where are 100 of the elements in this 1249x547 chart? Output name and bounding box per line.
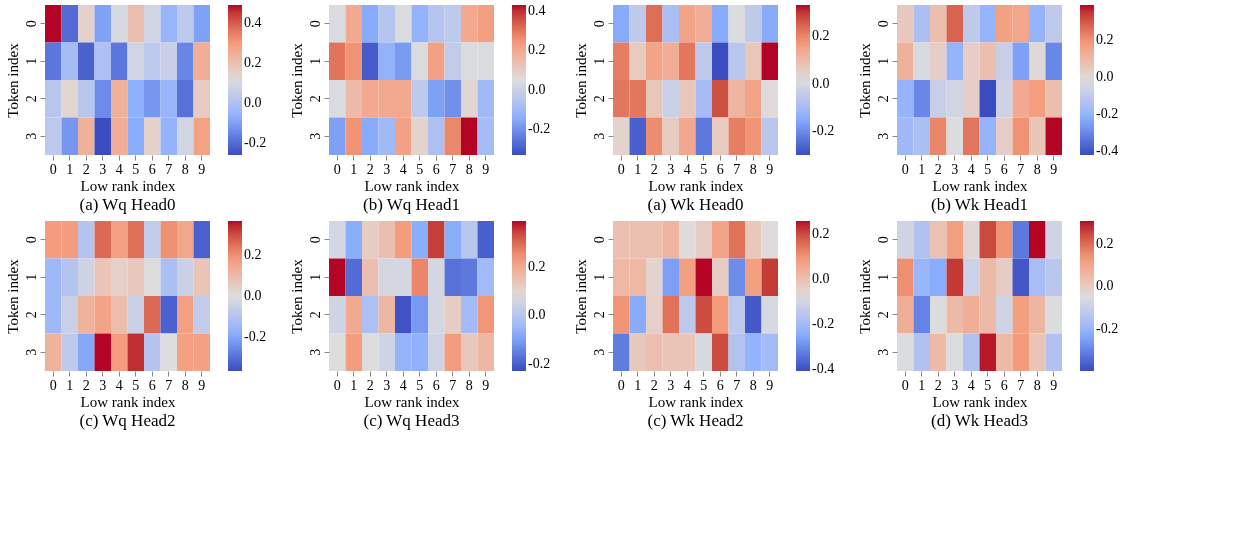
color-bar-label: -0.2 — [1096, 320, 1119, 336]
x-tick-label: 7 — [1017, 377, 1025, 393]
x-tick-label: 3 — [667, 161, 675, 177]
x-tick-label: 7 — [449, 161, 457, 177]
color-bar-label: 0.0 — [1096, 69, 1114, 85]
x-tick-label: 9 — [766, 377, 774, 393]
x-tick-label: 4 — [967, 377, 975, 393]
x-tick-label: 0 — [901, 377, 909, 393]
y-tick-label: 3 — [23, 132, 39, 140]
y-tick-label: 2 — [307, 95, 323, 103]
y-tick-label: 3 — [591, 132, 607, 140]
x-tick-label: 5 — [700, 377, 708, 393]
x-tick-label: 4 — [967, 161, 975, 177]
color-bar-label: 0.0 — [244, 95, 262, 110]
x-tick-label: 2 — [934, 161, 942, 177]
y-tick-label: 2 — [875, 311, 891, 319]
y-tick-label: 0 — [307, 20, 323, 28]
x-tick-label: 9 — [1050, 377, 1058, 393]
y-tick-label: 3 — [875, 348, 891, 356]
x-tick-label: 0 — [617, 377, 625, 393]
x-tick-label: 6 — [716, 377, 724, 393]
y-axis-title: Token index — [288, 258, 305, 334]
x-tick-label: 5 — [984, 377, 992, 393]
x-axis-title: Low rank index — [932, 177, 1028, 194]
x-tick-label: 8 — [749, 377, 757, 393]
x-tick-label: 1 — [350, 161, 358, 177]
color-bar-label: 0.0 — [812, 271, 830, 287]
x-tick-label: 2 — [82, 161, 90, 177]
y-tick-label: 1 — [307, 57, 323, 65]
x-axis-title: Low rank index — [364, 177, 460, 194]
x-tick-label: 3 — [99, 377, 107, 393]
x-tick-label: 0 — [333, 161, 341, 177]
x-tick-label: 5 — [984, 161, 992, 177]
x-tick-label: 8 — [1033, 377, 1041, 393]
y-tick-label: 3 — [591, 348, 607, 356]
x-axis-title: Low rank index — [80, 393, 176, 410]
color-bar-label: 0.4 — [244, 15, 262, 30]
x-tick-label: 3 — [99, 161, 107, 177]
y-tick-label: 2 — [591, 95, 607, 103]
y-tick-label: 1 — [23, 273, 39, 281]
y-tick-label: 1 — [875, 273, 891, 281]
y-tick-label: 2 — [875, 95, 891, 103]
color-bar-label: 0.2 — [1096, 32, 1114, 48]
x-tick-label: 7 — [165, 161, 173, 177]
x-tick-label: 9 — [1050, 161, 1058, 177]
color-bar-label: 0.2 — [528, 258, 546, 274]
x-tick-label: 7 — [449, 377, 457, 393]
y-tick-label: 1 — [307, 273, 323, 281]
x-tick-label: 5 — [700, 161, 708, 177]
y-tick-label: 0 — [23, 236, 39, 244]
y-tick-label: 3 — [23, 348, 39, 356]
x-tick-label: 1 — [918, 161, 926, 177]
x-tick-label: 6 — [432, 161, 440, 177]
x-tick-label: 0 — [49, 161, 57, 177]
color-bar-label: 0.0 — [528, 81, 546, 97]
y-tick-label: 2 — [591, 311, 607, 319]
x-tick-label: 7 — [1017, 161, 1025, 177]
x-tick-label: 1 — [350, 377, 358, 393]
x-tick-label: 5 — [132, 377, 140, 393]
x-tick-label: 7 — [165, 377, 173, 393]
x-tick-label: 6 — [148, 161, 156, 177]
x-tick-label: 5 — [416, 161, 424, 177]
x-tick-label: 6 — [1000, 161, 1008, 177]
color-bar-label: 0.4 — [528, 2, 546, 18]
x-tick-label: 7 — [733, 377, 741, 393]
color-bar-label: 0.2 — [1096, 236, 1114, 252]
x-tick-label: 4 — [683, 161, 691, 177]
y-tick-label: 3 — [307, 132, 323, 140]
y-axis-title: Token index — [4, 258, 21, 334]
x-tick-label: 4 — [115, 377, 123, 393]
color-bar-label: -0.2 — [244, 135, 267, 150]
x-tick-label: 6 — [1000, 377, 1008, 393]
text: (a) Wk Head0 — [647, 195, 744, 214]
y-tick-label: 3 — [307, 348, 323, 356]
x-tick-label: 5 — [416, 377, 424, 393]
x-tick-label: 1 — [66, 161, 74, 177]
y-tick-label: 3 — [875, 132, 891, 140]
color-bar-label: 0.0 — [244, 288, 262, 303]
color-bar-label: -0.2 — [244, 328, 267, 344]
color-bar-label: 0.2 — [244, 247, 262, 263]
y-tick-label: 0 — [23, 20, 39, 28]
x-tick-label: 9 — [198, 377, 206, 393]
x-tick-label: 2 — [650, 161, 658, 177]
text: (a) Wq Head0 — [79, 195, 176, 214]
x-tick-label: 2 — [934, 377, 942, 393]
x-tick-label: 0 — [901, 161, 909, 177]
x-tick-label: 2 — [82, 377, 90, 393]
x-tick-label: 5 — [132, 161, 140, 177]
x-axis-title: Low rank index — [80, 177, 176, 194]
x-axis-title: Low rank index — [932, 393, 1028, 410]
y-axis-title: Token index — [288, 42, 305, 118]
y-axis-title: Token index — [572, 258, 589, 334]
x-tick-label: 2 — [650, 377, 658, 393]
color-bar-label: 0.2 — [812, 226, 830, 242]
text: (b) Wk Head1 — [931, 195, 1028, 214]
text: (b) Wq Head1 — [363, 195, 460, 214]
x-tick-label: 6 — [148, 377, 156, 393]
text: (d) Wk Head3 — [931, 411, 1028, 430]
x-tick-label: 3 — [667, 377, 675, 393]
x-axis-title: Low rank index — [648, 177, 744, 194]
